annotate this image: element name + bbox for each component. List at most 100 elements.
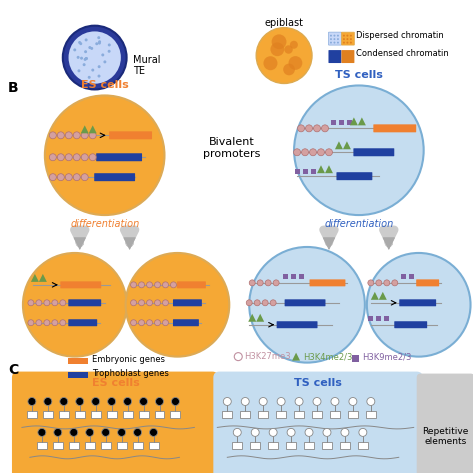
Circle shape	[73, 154, 80, 161]
Circle shape	[73, 48, 76, 51]
Circle shape	[321, 125, 328, 132]
Circle shape	[233, 428, 241, 437]
Circle shape	[102, 428, 109, 437]
FancyBboxPatch shape	[328, 32, 341, 45]
Text: H3K4me2/3: H3K4me2/3	[303, 352, 353, 361]
Polygon shape	[343, 141, 351, 149]
Circle shape	[313, 125, 320, 132]
Bar	[352, 355, 359, 362]
Circle shape	[305, 428, 313, 437]
Text: ES cells: ES cells	[92, 377, 139, 388]
Bar	[330, 411, 340, 419]
Circle shape	[52, 320, 58, 326]
Circle shape	[270, 300, 276, 306]
FancyBboxPatch shape	[109, 131, 152, 139]
Circle shape	[79, 42, 82, 45]
Bar	[294, 411, 304, 419]
Circle shape	[60, 398, 68, 405]
Circle shape	[70, 428, 78, 437]
Circle shape	[90, 47, 93, 50]
Circle shape	[163, 320, 168, 326]
FancyBboxPatch shape	[94, 173, 135, 181]
Bar	[75, 411, 85, 419]
Text: H3K27me3: H3K27me3	[244, 352, 291, 361]
Circle shape	[264, 56, 277, 70]
Circle shape	[108, 398, 116, 405]
FancyBboxPatch shape	[68, 319, 97, 326]
Bar	[148, 442, 158, 449]
Circle shape	[103, 60, 106, 64]
Bar	[69, 442, 79, 449]
Circle shape	[234, 353, 242, 361]
Circle shape	[45, 95, 164, 215]
Text: TS cells: TS cells	[335, 71, 383, 81]
Circle shape	[346, 35, 348, 36]
FancyBboxPatch shape	[341, 50, 355, 63]
Circle shape	[98, 65, 100, 68]
Circle shape	[293, 149, 301, 156]
Circle shape	[301, 149, 309, 156]
FancyBboxPatch shape	[60, 282, 101, 288]
Bar	[401, 274, 406, 279]
Circle shape	[49, 173, 56, 181]
Circle shape	[81, 154, 88, 161]
Circle shape	[290, 41, 298, 49]
Circle shape	[44, 398, 52, 405]
Circle shape	[277, 398, 285, 405]
Circle shape	[337, 35, 339, 36]
Circle shape	[124, 398, 132, 405]
Bar	[283, 274, 288, 279]
Circle shape	[273, 280, 279, 286]
Circle shape	[295, 398, 303, 405]
Circle shape	[138, 282, 145, 288]
Bar	[53, 442, 63, 449]
Circle shape	[52, 300, 58, 306]
Bar	[68, 357, 88, 364]
Circle shape	[97, 36, 100, 39]
Circle shape	[36, 300, 42, 306]
Circle shape	[146, 300, 153, 306]
Circle shape	[284, 45, 293, 54]
Circle shape	[265, 280, 271, 286]
Circle shape	[294, 85, 424, 215]
Polygon shape	[89, 125, 97, 133]
Circle shape	[269, 428, 277, 437]
Polygon shape	[31, 274, 39, 282]
FancyBboxPatch shape	[399, 299, 436, 306]
Bar	[155, 411, 164, 419]
Circle shape	[326, 149, 332, 156]
Circle shape	[49, 132, 56, 139]
Bar	[100, 442, 110, 449]
Circle shape	[63, 26, 127, 90]
Circle shape	[376, 280, 382, 286]
FancyBboxPatch shape	[394, 321, 427, 328]
Circle shape	[346, 38, 348, 40]
Bar	[133, 442, 143, 449]
Circle shape	[86, 428, 94, 437]
Circle shape	[368, 280, 374, 286]
Polygon shape	[292, 353, 300, 361]
Circle shape	[359, 428, 367, 437]
Circle shape	[341, 428, 349, 437]
Bar	[59, 411, 69, 419]
Circle shape	[262, 300, 268, 306]
Circle shape	[44, 300, 50, 306]
Circle shape	[83, 58, 87, 61]
Circle shape	[65, 154, 72, 161]
Bar	[376, 316, 381, 321]
FancyBboxPatch shape	[12, 372, 219, 474]
Circle shape	[85, 57, 88, 60]
Bar	[366, 411, 376, 419]
Circle shape	[69, 31, 121, 84]
Bar	[27, 411, 37, 419]
Circle shape	[367, 253, 471, 356]
Bar	[117, 442, 127, 449]
FancyBboxPatch shape	[177, 282, 206, 288]
Polygon shape	[39, 274, 47, 282]
Circle shape	[134, 428, 142, 437]
Circle shape	[246, 300, 252, 306]
Circle shape	[350, 35, 352, 36]
Circle shape	[89, 132, 96, 139]
Circle shape	[155, 320, 161, 326]
Circle shape	[350, 38, 352, 40]
